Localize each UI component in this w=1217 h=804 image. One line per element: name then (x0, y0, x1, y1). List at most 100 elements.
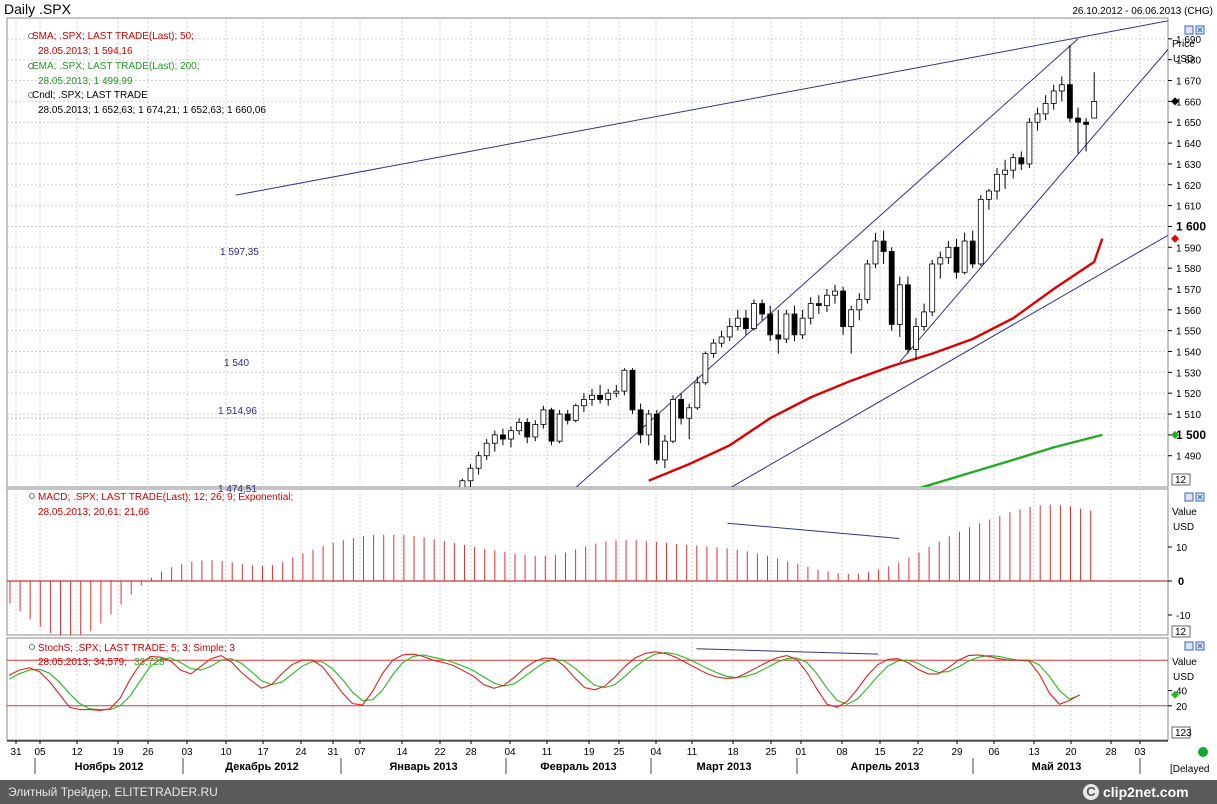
candle (945, 241, 952, 264)
candle (637, 403, 644, 444)
footer-text: Элитный Трейдер, ELITETRADER.RU (8, 785, 218, 799)
month-label: Ноябрь 2012 (75, 761, 144, 773)
level-label: 1 597,35 (220, 247, 259, 258)
candle-body (694, 382, 701, 409)
stoch-d-line (8, 652, 1080, 711)
macd-tick-label: 10 (1176, 543, 1188, 554)
day-tick-label: 03 (1134, 747, 1146, 758)
candle-body (751, 303, 757, 329)
price-content (235, 20, 1168, 521)
candle-body (896, 284, 903, 325)
candle-body (483, 442, 490, 457)
candle (564, 409, 571, 425)
stoch-panel-controls (1184, 641, 1205, 651)
candle-body (1058, 84, 1065, 92)
candle-body (848, 309, 855, 327)
macd-legend-label: MACD; .SPX; LAST TRADE(Last); 12; 26; 9;… (38, 492, 293, 503)
stoch-axis-title: Value (1172, 657, 1197, 668)
candle (1050, 84, 1057, 110)
candle (775, 309, 782, 354)
candle-body (1083, 121, 1089, 125)
candle (491, 430, 498, 452)
candle (977, 195, 984, 267)
price-tick-label: 1 680 (1176, 56, 1201, 67)
candle-body (775, 334, 782, 340)
candle (605, 389, 612, 406)
trendline (575, 38, 1079, 487)
clip2net-icon: C (1083, 784, 1099, 800)
candle-body (799, 317, 806, 336)
stoch-k-line (8, 651, 1080, 711)
month-label: Апрель 2013 (851, 761, 920, 773)
stoch-axis: 20 40 Value USD (1168, 657, 1197, 713)
price-tick-label: 1 590 (1176, 243, 1201, 254)
candle (743, 309, 749, 335)
candle-body (913, 326, 919, 350)
candle-body (589, 394, 595, 400)
month-label: Декабрь 2012 (225, 761, 299, 773)
ema-legend-label: EMA; .SPX; LAST TRADE(Last); 200; (32, 61, 199, 72)
candle (444, 502, 449, 521)
candle-body (759, 303, 765, 315)
candle (969, 230, 976, 269)
sma-marker (1171, 234, 1179, 243)
clip2net-logo[interactable]: C clip2net.com (1083, 783, 1203, 801)
day-tick-label: 26 (142, 747, 154, 758)
candle-body (508, 430, 514, 440)
candle (524, 418, 531, 444)
price-tick-label: 1 550 (1176, 327, 1201, 338)
candle-body (872, 240, 879, 265)
candle-body (1010, 157, 1017, 171)
price-panel-controls-x2 (1197, 27, 1203, 33)
candle-body (994, 173, 1000, 192)
price-tick-label: 1 640 (1176, 139, 1201, 150)
day-tick-label: 11 (687, 747, 698, 758)
candle-body (613, 390, 620, 394)
price-tick-label: 1 660 (1176, 97, 1201, 108)
candle (1067, 45, 1073, 123)
candle-body (1091, 100, 1098, 119)
candle-body (710, 342, 717, 354)
candle-body (937, 257, 944, 265)
footer: Элитный Трейдер, ELITETRADER.RU C clip2n… (0, 780, 1217, 804)
candle-body (726, 326, 733, 338)
price-axis-unit: USD (1173, 54, 1194, 65)
macd-divergence-line (727, 522, 900, 539)
candle (937, 251, 944, 279)
candle (645, 409, 652, 446)
candle (864, 259, 871, 304)
candle (686, 403, 693, 440)
candle-body (572, 405, 579, 421)
price-tick-label: 1 690 (1176, 35, 1201, 46)
level-labels: 1 597,35 1 540 1 514,96 1 474,51 (218, 247, 259, 495)
candle (791, 305, 798, 342)
macd-tick-label: -10 (1176, 611, 1191, 622)
candle (815, 295, 822, 314)
day-tick-label: 22 (434, 747, 446, 758)
price-tick-label: 1 610 (1176, 202, 1201, 213)
candle (718, 330, 725, 348)
day-tick-label: 14 (396, 747, 408, 758)
candle (1026, 118, 1033, 169)
level-label: 1 540 (224, 358, 249, 369)
candle (1034, 107, 1041, 131)
candle-body (475, 455, 482, 469)
candle-body (832, 290, 838, 296)
day-tick-label: 24 (295, 747, 307, 758)
candle-body (524, 421, 531, 438)
candle-body (597, 394, 603, 400)
day-tick-label: 19 (583, 747, 595, 758)
candle-body (702, 353, 709, 384)
candle (1075, 107, 1081, 154)
candle-body (986, 190, 992, 200)
candle (678, 393, 684, 425)
cndl-legend-icon (28, 92, 34, 98)
last-price-marker (1171, 97, 1179, 106)
candle (848, 305, 855, 354)
candle (994, 168, 1000, 200)
ema-legend-value: 28.05.2013; 1 499,99 (38, 76, 133, 87)
macd-axis-title: Value (1172, 507, 1197, 518)
candle (807, 297, 814, 325)
stoch-divergence-line (696, 648, 879, 655)
candle (589, 389, 595, 406)
